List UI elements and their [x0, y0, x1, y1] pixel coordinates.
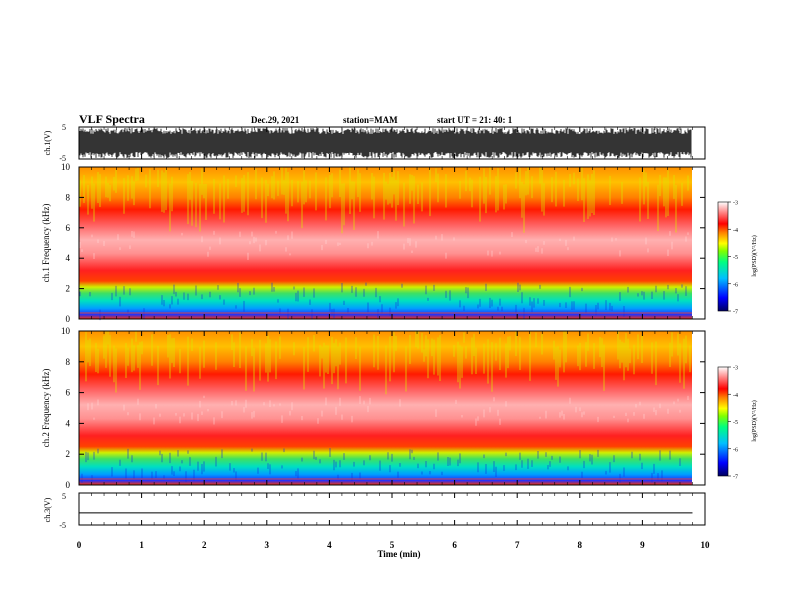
ch1-spectrogram-ylabel: ch.1 Frequency (kHz) [41, 204, 51, 283]
y-tick-label: 8 [66, 357, 71, 367]
y-tick-label: 6 [66, 388, 71, 398]
ch3-ytick-bottom: -5 [59, 521, 66, 530]
ch1-yticks: 0 2 4 6 8 10 [61, 162, 705, 324]
colorbar-ch2-ticks: -3 -4 -5 -6 -7 [728, 366, 738, 481]
ch3-ytick-top: 5 [62, 492, 66, 501]
high-band-streaks [85, 331, 691, 395]
ch1-ytick-top: 5 [62, 123, 66, 132]
ch3-waveform-ylabel: ch.3(V) [43, 497, 52, 522]
x-tick-label: 10 [701, 540, 711, 550]
y-tick-label: 0 [66, 314, 71, 324]
y-tick-label: 8 [66, 192, 71, 202]
low-band-streaks [81, 448, 681, 483]
colorbar-tick-label: -7 [733, 475, 738, 481]
x-tick-label: 6 [452, 540, 457, 550]
panel-ch3-waveform: 5 -5 ch.3(V) [43, 492, 706, 530]
colorbar-tick-label: -4 [733, 228, 738, 234]
low-band-streaks [79, 282, 687, 321]
ch1-waveform-ylabel: ch.1(V) [43, 130, 52, 155]
colorbar-ch1: -3 -4 -5 -6 -7 log(PSD)(V²/Hz) [717, 201, 758, 316]
ch1-waveform-trace [79, 128, 692, 158]
y-tick-label: 2 [66, 449, 71, 459]
y-tick-label: 6 [66, 223, 71, 233]
mid-band-speckle [79, 230, 689, 260]
colorbar-ch2: -3 -4 -5 -6 -7 log(PSD)(V²/Hz) [717, 366, 758, 481]
ch1-ytick-bottom: -5 [59, 154, 66, 163]
x-tick-label: 8 [578, 540, 583, 550]
colorbar-tick-label: -3 [733, 201, 738, 207]
date-label: Dec.29, 2021 [251, 115, 300, 125]
panel-ch1-waveform: 5 -5 ch.1(V) [43, 123, 706, 163]
start-ut-label: start UT = 21: 40: 1 [437, 115, 513, 125]
colorbar-tick-label: -6 [733, 447, 738, 453]
mid-band-speckle [87, 395, 689, 426]
y-tick-label: 0 [66, 480, 71, 490]
colorbar-tick-label: -4 [733, 393, 738, 399]
colorbar-ch1-label: log(PSD)(V²/Hz) [751, 235, 758, 276]
x-axis-label: Time (min) [377, 549, 420, 559]
panel-ch1-spectrogram: 0 2 4 6 8 10 ch.1 Frequency (kHz) [41, 162, 706, 324]
colorbar-tick-label: -6 [733, 282, 738, 288]
colorbar-ch2-label: log(PSD)(V²/Hz) [751, 400, 758, 441]
x-tick-label: 0 [77, 540, 82, 550]
y-tick-label: 4 [66, 418, 71, 428]
ch2-spectrogram-ylabel: ch.2 Frequency (kHz) [41, 369, 51, 448]
colorbar-ch2-gradient [717, 366, 729, 477]
x-tick-label: 7 [515, 540, 520, 550]
y-tick-label: 4 [66, 253, 71, 263]
ch1-waveform-bursts [79, 128, 692, 158]
x-tick-label: 2 [202, 540, 207, 550]
colorbar-tick-label: -3 [733, 366, 738, 372]
x-tick-label: 9 [640, 540, 645, 550]
ch2-spectrogram-streaks [80, 331, 692, 483]
ch1-spectrogram-streaks [79, 167, 692, 321]
colorbar-tick-label: -7 [733, 310, 738, 316]
y-tick-label: 2 [66, 284, 71, 294]
colorbar-ch1-gradient [717, 201, 729, 312]
x-tick-label: 5 [390, 540, 395, 550]
y-tick-label: 10 [61, 326, 71, 336]
colorbar-ch1-ticks: -3 -4 -5 -6 -7 [728, 201, 738, 316]
station-label: station=MAM [343, 115, 398, 125]
panel-ch2-spectrogram: 0 2 4 6 8 10 ch.2 Frequency (kHz) [41, 326, 706, 490]
x-axis-ticks: 0 1 2 3 4 5 6 7 8 9 10 [77, 127, 710, 550]
x-tick-label: 4 [327, 540, 332, 550]
ch2-yticks: 0 2 4 6 8 10 [61, 326, 705, 490]
x-tick-label: 3 [265, 540, 270, 550]
colorbar-tick-label: -5 [733, 255, 738, 261]
high-band-streaks [79, 167, 689, 234]
y-tick-label: 10 [61, 162, 71, 172]
colorbar-tick-label: -5 [733, 420, 738, 426]
x-tick-label: 1 [139, 540, 144, 550]
figure-title: VLF Spectra [79, 112, 145, 126]
